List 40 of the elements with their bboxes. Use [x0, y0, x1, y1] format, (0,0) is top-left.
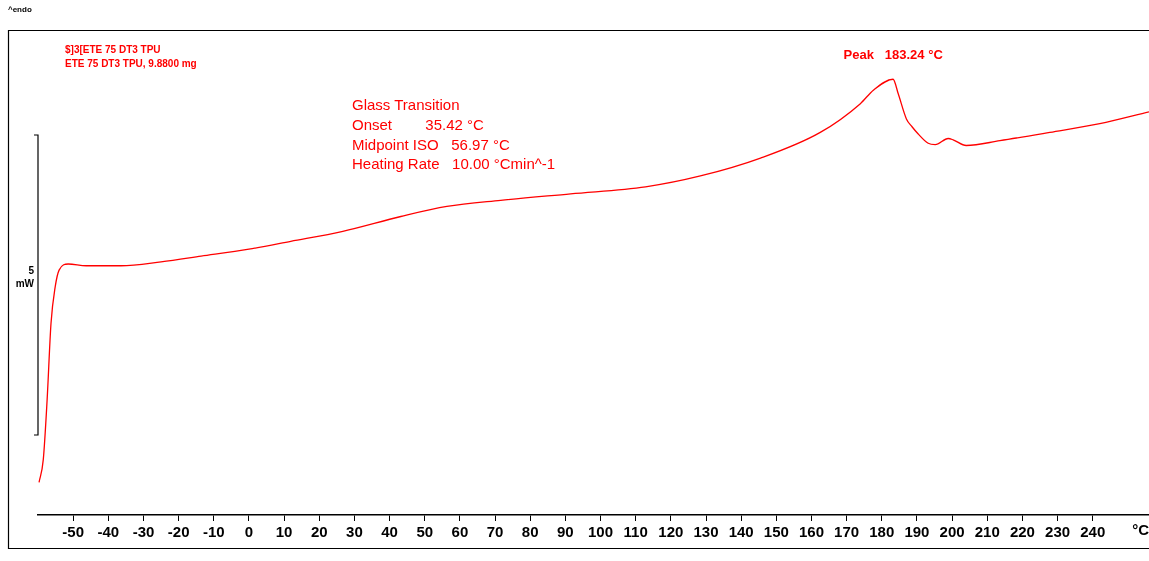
x-tick-label: 140 [728, 523, 754, 541]
x-tick-label: -10 [202, 523, 225, 541]
x-tick-label: 200 [939, 523, 965, 541]
x-tick-label: 230 [1045, 523, 1071, 541]
text: ^endo [8, 5, 32, 14]
x-tick-label: 100 [588, 523, 614, 541]
text: $]3[ETE 75 DT3 TPU [65, 44, 161, 55]
x-tick-label: 80 [521, 523, 539, 541]
text: ETE 75 DT3 TPU, 9.8800 mg [65, 58, 197, 69]
x-tick-label: 10 [275, 523, 293, 541]
annotation: Onset 35.42 °C [352, 116, 485, 133]
x-tick-label: -30 [132, 523, 155, 541]
x-tick-label: 40 [381, 523, 398, 541]
x-tick-label: -50 [62, 523, 84, 541]
x-tick-label: 50 [416, 523, 434, 541]
x-tick-label: 120 [658, 523, 684, 541]
x-tick-label: 110 [623, 523, 648, 541]
x-tick-label: 150 [763, 523, 789, 541]
x-tick-label: 220 [1009, 523, 1035, 541]
x-tick-label: 30 [346, 523, 363, 541]
annotation: Peak 183.24 °C [843, 47, 944, 63]
x-tick-label: -20 [167, 523, 190, 541]
x-axis-title: °C [1132, 520, 1149, 538]
x-tick-label: -40 [97, 523, 120, 541]
x-tick-label: 70 [486, 523, 504, 541]
x-tick-label: 20 [310, 523, 328, 541]
x-tick-label: 190 [904, 523, 930, 541]
x-tick-label: 60 [451, 523, 469, 541]
x-tick-label: 180 [869, 523, 895, 541]
x-tick-label: 130 [693, 523, 719, 541]
x-tick-label: 210 [974, 523, 1000, 541]
y-axis-title: 5 mW [15, 265, 35, 289]
x-tick-label: 240 [1080, 523, 1106, 541]
x-tick-label: 170 [834, 523, 860, 541]
x-tick-label: 160 [798, 523, 824, 541]
annotation: Glass Transition [352, 96, 460, 113]
x-tick-label: 90 [557, 523, 574, 541]
annotation: Midpoint ISO 56.97 °C [352, 136, 510, 153]
annotation: Heating Rate 10.00 °Cmin^-1 [352, 155, 556, 172]
x-tick-label: 0 [244, 523, 254, 541]
